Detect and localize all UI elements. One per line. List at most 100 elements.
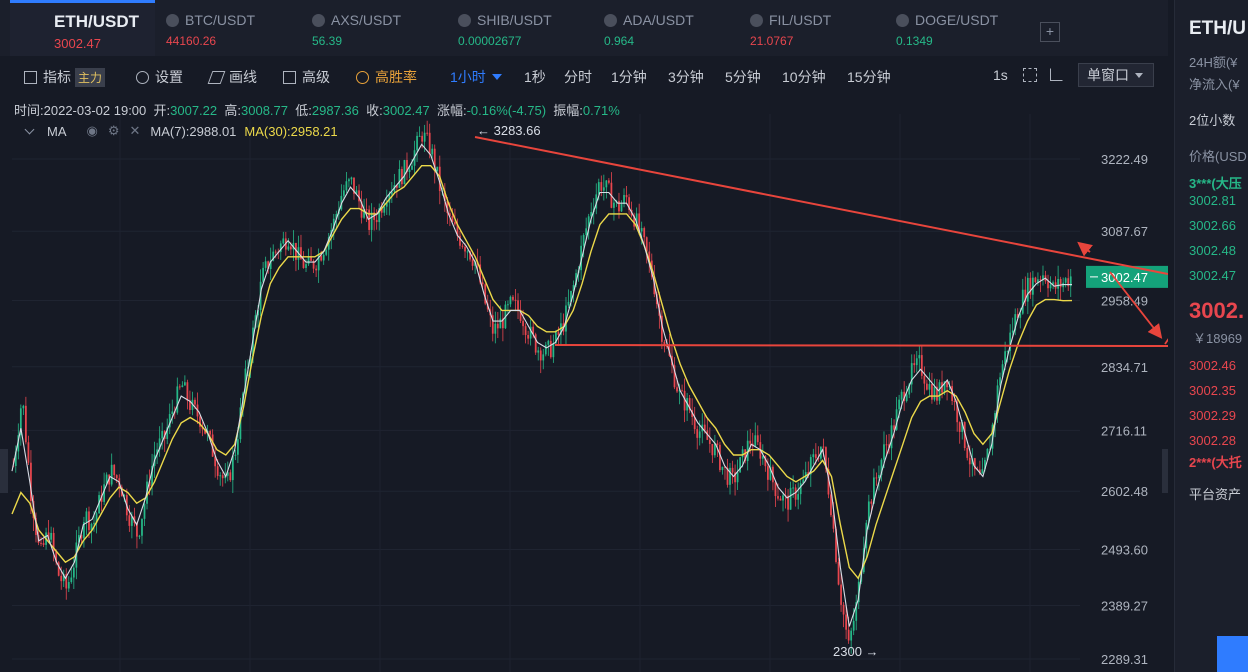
candle [507, 304, 509, 306]
tab-axs-usdt[interactable]: AXS/USDT 56.39 [312, 0, 452, 56]
candle [1014, 314, 1017, 331]
candle [186, 382, 189, 401]
interval-5m[interactable]: 5分钟 [725, 69, 761, 85]
candle [342, 190, 345, 196]
candle [1059, 278, 1062, 288]
candle [128, 515, 131, 526]
candle [908, 384, 911, 395]
bid-row[interactable]: 3002.35 [1189, 383, 1236, 398]
interval-3m[interactable]: 3分钟 [668, 69, 704, 85]
interval-1s[interactable]: 1秒 [524, 69, 546, 85]
candle [282, 238, 285, 244]
bid-row[interactable]: 3002.28 [1189, 433, 1236, 448]
settings-button[interactable]: 设置 [136, 67, 183, 87]
candle [471, 259, 474, 266]
candle [978, 469, 981, 474]
candle [678, 390, 681, 392]
candle [395, 185, 398, 188]
candle [575, 273, 577, 286]
candle [141, 518, 143, 536]
tab-btc-usdt[interactable]: BTC/USDT 44160.26 [166, 0, 306, 56]
win-rate-button[interactable]: 高胜率 [356, 67, 417, 87]
candle [436, 166, 439, 172]
candle [572, 285, 575, 291]
close-label: 收: [366, 103, 383, 118]
price-chart[interactable]: 3222.49 3087.67 2958.49 2834.71 2716.11 2602.… [0, 94, 1168, 672]
candle [345, 181, 348, 191]
y-tick-label: 3222.49 [1101, 152, 1148, 167]
candle [532, 326, 535, 335]
candle [666, 345, 668, 347]
candle [938, 382, 941, 401]
interval-timeline[interactable]: 分时 [564, 69, 592, 85]
candle [956, 401, 959, 423]
candle [19, 408, 22, 436]
interval-10m[interactable]: 10分钟 [782, 69, 826, 85]
candle [1016, 314, 1019, 318]
candle [933, 386, 936, 400]
candle [40, 542, 42, 544]
candle [514, 299, 517, 301]
candle [183, 382, 186, 386]
ask-row[interactable]: 3002.48 [1189, 243, 1236, 258]
window-mode-select[interactable]: 单窗口 [1078, 63, 1154, 87]
candle [519, 309, 522, 321]
candle [779, 498, 782, 501]
candle [403, 160, 406, 185]
candle [274, 251, 277, 253]
candle [777, 496, 779, 499]
candle [370, 212, 373, 230]
candle [994, 413, 996, 425]
candle [764, 456, 767, 467]
candle [557, 332, 560, 335]
tab-eth-usdt[interactable]: ETH/USDT 3002.47 [10, 0, 155, 56]
add-tab-button[interactable]: + [1040, 22, 1060, 42]
chevron-down-icon[interactable] [24, 124, 35, 134]
candle [1011, 330, 1014, 333]
fullscreen-icon[interactable] [1023, 68, 1037, 82]
y-tick-label: 2716.11 [1101, 423, 1147, 438]
candle [875, 477, 878, 479]
candle [633, 215, 636, 227]
tab-ada-usdt[interactable]: ADA/USDT 0.964 [604, 0, 744, 56]
arrow-annotation [1077, 241, 1093, 257]
popout-icon[interactable] [1050, 68, 1063, 81]
candle [272, 251, 275, 261]
candle [1001, 364, 1004, 378]
candle [787, 495, 789, 510]
candle [289, 246, 292, 250]
candle [713, 443, 716, 456]
tab-shib-usdt[interactable]: SHIB/USDT 0.00002677 [458, 0, 598, 56]
candle [499, 318, 502, 329]
speed-button[interactable]: 1s [993, 67, 1008, 83]
right-scroll-handle[interactable] [1162, 449, 1168, 493]
advanced-button[interactable]: 高级 [283, 67, 330, 87]
interval-15m[interactable]: 15分钟 [847, 69, 891, 85]
candle [231, 455, 234, 481]
interval-dropdown[interactable]: 1小时 [450, 67, 502, 87]
tab-fil-usdt[interactable]: FIL/USDT 21.0767 [750, 0, 890, 56]
interval-1m[interactable]: 1分钟 [611, 69, 647, 85]
candle [320, 255, 323, 261]
change-value: -0.16%(-4.75) [466, 103, 547, 118]
candle [42, 543, 45, 545]
decimals-select[interactable]: 2位小数 [1189, 113, 1236, 128]
candle [590, 211, 593, 217]
close-icon[interactable]: ✕ [129, 123, 141, 138]
ask-row[interactable]: 3002.81 [1189, 193, 1236, 208]
bid-row[interactable]: 3002.46 [1189, 358, 1236, 373]
candle [835, 528, 837, 562]
eye-icon[interactable]: ◉ [86, 123, 98, 138]
indicators-button[interactable]: 指标 主力 [24, 67, 106, 87]
gear-icon[interactable]: ⚙ [107, 123, 120, 138]
draw-button[interactable]: 画线 [207, 67, 257, 87]
candle [582, 234, 585, 246]
candle [494, 323, 497, 334]
ask-row[interactable]: 3002.66 [1189, 218, 1236, 233]
left-scroll-handle[interactable] [0, 449, 8, 493]
action-button[interactable] [1217, 636, 1248, 672]
candle [50, 532, 53, 540]
tab-doge-usdt[interactable]: DOGE/USDT 0.1349 [896, 0, 1036, 56]
ask-row[interactable]: 3002.47 [1189, 268, 1236, 283]
bid-row[interactable]: 3002.29 [1189, 408, 1236, 423]
